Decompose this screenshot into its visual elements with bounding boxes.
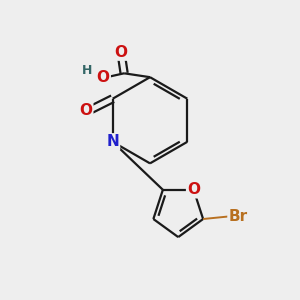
Text: O: O xyxy=(79,103,92,118)
Text: O: O xyxy=(187,182,200,197)
Text: H: H xyxy=(82,64,92,77)
Text: N: N xyxy=(106,134,119,149)
Text: O: O xyxy=(115,45,128,60)
Text: O: O xyxy=(97,70,110,86)
Text: Br: Br xyxy=(229,209,247,224)
